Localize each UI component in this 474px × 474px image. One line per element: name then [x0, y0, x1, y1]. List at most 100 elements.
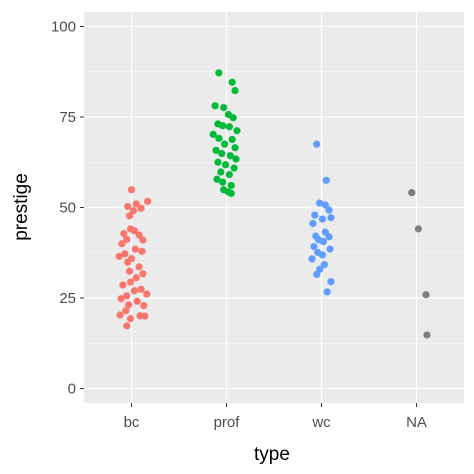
data-point-bc: [124, 258, 132, 266]
data-point-prof: [209, 130, 217, 138]
data-point-prof: [233, 127, 241, 135]
data-point-bc: [132, 274, 140, 282]
data-point-na: [423, 331, 431, 339]
data-point-bc: [117, 295, 125, 303]
data-point-bc: [130, 287, 138, 295]
data-point-bc: [127, 186, 136, 194]
data-point-bc: [120, 229, 128, 238]
x-axis: bc prof wc NA: [124, 403, 427, 431]
data-point-prof: [226, 152, 234, 160]
data-point-bc: [118, 240, 126, 248]
data-point-bc: [121, 250, 129, 258]
data-point-wc: [308, 255, 316, 263]
data-point-bc: [133, 297, 141, 305]
data-point-bc: [139, 236, 147, 244]
data-point-bc: [129, 207, 137, 215]
data-point-prof: [221, 140, 229, 148]
data-point-bc: [119, 281, 127, 289]
data-point-wc: [326, 245, 334, 253]
y-tick-label: 25: [59, 290, 76, 307]
data-point-wc: [321, 201, 329, 209]
data-point-prof: [218, 149, 226, 158]
data-point-na: [408, 189, 416, 197]
data-point-prof: [217, 168, 225, 176]
y-axis-title: prestige: [11, 173, 32, 241]
data-point-bc: [126, 315, 135, 323]
data-point-prof: [225, 170, 233, 179]
data-point-wc: [323, 288, 331, 296]
data-point-bc: [123, 235, 131, 243]
data-point-prof: [214, 158, 222, 166]
data-points: [115, 69, 431, 339]
y-tick-label: 100: [51, 18, 76, 35]
data-point-bc: [116, 311, 124, 319]
data-point-prof: [231, 144, 239, 152]
data-point-wc: [322, 176, 330, 184]
data-point-prof: [213, 175, 221, 183]
data-point-prof: [229, 114, 237, 122]
data-point-bc: [137, 285, 145, 293]
data-point-bc: [122, 307, 130, 315]
data-point-bc: [135, 231, 143, 239]
data-point-wc: [318, 215, 327, 223]
data-point-prof: [232, 155, 240, 163]
data-point-prof: [215, 69, 223, 77]
major-gridlines: [84, 12, 464, 403]
data-point-bc: [140, 302, 148, 310]
data-point-wc: [327, 214, 335, 222]
data-point-bc: [115, 252, 123, 260]
data-point-prof: [219, 178, 227, 186]
data-point-bc: [135, 263, 143, 271]
data-point-bc: [123, 292, 131, 300]
data-point-prof: [231, 86, 239, 95]
data-point-bc: [143, 290, 151, 298]
data-point-bc: [126, 212, 134, 220]
y-tick-label: 0: [68, 381, 76, 398]
data-point-bc: [124, 202, 132, 211]
data-point-bc: [138, 247, 146, 255]
data-point-wc: [313, 270, 321, 279]
data-point-bc: [131, 245, 139, 253]
data-point-wc: [319, 237, 327, 246]
data-point-bc: [141, 312, 149, 320]
x-tick-label: bc: [124, 414, 140, 431]
data-point-prof: [219, 122, 227, 130]
data-point-prof: [221, 161, 230, 169]
data-point-prof: [227, 189, 235, 197]
minor-gridlines: [84, 71, 464, 344]
data-point-prof: [227, 181, 235, 190]
data-point-bc: [125, 301, 133, 309]
data-point-na: [414, 225, 422, 233]
data-point-prof: [230, 164, 238, 172]
x-tick-label: NA: [406, 414, 427, 431]
data-point-wc: [327, 278, 335, 286]
data-point-wc: [320, 261, 328, 269]
data-point-prof: [220, 103, 228, 112]
y-axis: 0 25 50 75 100: [51, 18, 84, 398]
data-point-wc: [311, 211, 319, 219]
data-point-wc: [309, 219, 317, 228]
x-axis-title: type: [254, 444, 290, 465]
data-point-prof: [225, 123, 233, 131]
data-point-prof: [212, 146, 220, 154]
data-point-bc: [130, 227, 138, 235]
data-point-bc: [132, 200, 140, 208]
data-point-bc: [126, 278, 135, 286]
data-point-prof: [215, 134, 223, 142]
y-tick-label: 50: [59, 200, 76, 217]
data-point-bc: [123, 322, 131, 330]
data-point-bc: [137, 204, 145, 212]
y-tick-label: 75: [59, 109, 76, 126]
data-point-wc: [316, 199, 324, 207]
data-point-wc: [313, 140, 321, 148]
data-point-prof: [211, 102, 219, 110]
data-point-na: [422, 291, 430, 299]
data-point-bc: [139, 270, 147, 278]
data-point-wc: [318, 251, 327, 259]
data-point-wc: [325, 233, 333, 241]
data-point-bc: [144, 197, 152, 205]
x-tick-label: wc: [311, 414, 331, 431]
data-point-wc: [310, 243, 318, 251]
data-point-bc: [126, 267, 134, 275]
